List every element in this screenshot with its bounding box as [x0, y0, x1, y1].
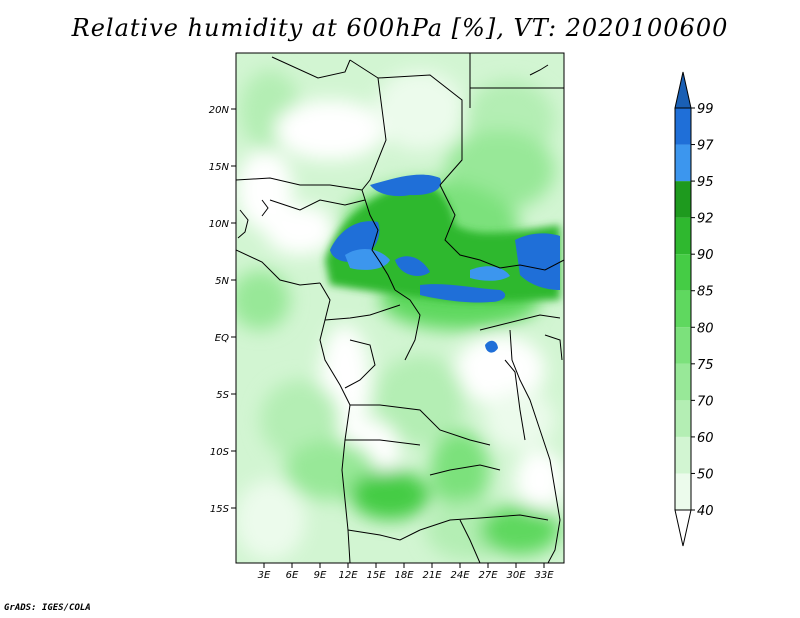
lon-label: 12E — [338, 570, 358, 581]
coastline — [509, 329, 561, 563]
coastline — [236, 249, 321, 286]
boundary-line — [344, 339, 376, 389]
field-blue-cores — [330, 174, 560, 353]
colorbar-frame — [674, 107, 692, 511]
software-credit: GrADS: IGES/COLA — [4, 603, 91, 613]
lat-label: 15N — [209, 162, 230, 173]
boundary-line — [504, 359, 526, 441]
boundary-line — [529, 64, 549, 76]
colorbar-segment — [675, 290, 691, 328]
boundary-line — [324, 304, 401, 321]
lake-outline — [544, 334, 563, 361]
boundary-line — [269, 199, 366, 211]
colorbar-segment — [675, 144, 691, 182]
lon-label: 30E — [506, 570, 526, 581]
boundary-line — [236, 177, 363, 191]
colorbar-segment — [675, 400, 691, 437]
boundary-line — [394, 289, 421, 361]
colorbar-segment — [675, 254, 691, 291]
colorbar-segment — [675, 327, 691, 364]
coastline — [319, 282, 351, 406]
lat-label: 5S — [216, 390, 229, 401]
boundary-line — [419, 514, 549, 531]
lon-label: 18E — [394, 570, 414, 581]
colorbar-label: 99 — [697, 102, 714, 117]
colorbar-segment — [675, 436, 691, 474]
colorbar-segment — [675, 363, 691, 401]
boundary-line — [261, 199, 269, 217]
coastline — [341, 404, 351, 563]
boundary-line — [350, 404, 491, 446]
colorbar-segment — [675, 217, 691, 255]
colorbar-label: 70 — [697, 394, 714, 409]
map-title: Relative humidity at 600hPa [%], VT: 202… — [71, 14, 729, 42]
boundary-line — [349, 59, 387, 191]
colorbar-label: 90 — [697, 248, 714, 263]
field-soft-patches — [236, 70, 564, 560]
boundary-line — [479, 314, 561, 331]
lat-label: 10S — [210, 447, 230, 458]
lon-label: 6E — [286, 570, 299, 581]
boundary-line — [237, 209, 249, 239]
map-frame — [235, 52, 565, 564]
colorbar-label: 92 — [697, 212, 714, 227]
longitude-labels: 3E 6E 9E 12E 15E 18E 21E 24E 27E 30E 33E — [258, 570, 555, 581]
lon-label: 21E — [422, 570, 442, 581]
colorbar-segment — [675, 108, 691, 145]
lon-label: 24E — [450, 570, 470, 581]
lat-label: 20N — [209, 105, 230, 116]
boundary-line — [429, 464, 501, 476]
colorbar-label: 85 — [697, 285, 714, 300]
boundary-line — [345, 439, 421, 446]
boundary-line — [439, 184, 564, 271]
lon-label: 15E — [366, 570, 386, 581]
latitude-ticks — [231, 108, 236, 509]
lon-label: 9E — [314, 570, 327, 581]
colorbar-lower-triangle — [674, 509, 692, 547]
lat-label: 15S — [210, 504, 230, 515]
colorbar-label: 95 — [697, 175, 714, 190]
colorbar-label: 75 — [697, 358, 714, 373]
colorbar-label: 40 — [697, 504, 714, 519]
boundary-line — [347, 529, 421, 541]
boundary-line — [377, 74, 463, 186]
latitude-labels: 20N 15N 10N 5N EQ 5S 10S 15S — [209, 105, 230, 515]
colorbar-upper-triangle — [674, 71, 692, 109]
boundary-line — [361, 189, 396, 291]
lon-label: 33E — [534, 570, 554, 581]
country-boundaries — [236, 53, 564, 563]
lat-label: 10N — [209, 219, 230, 230]
longitude-ticks — [263, 563, 545, 568]
colorbar: 40 50 60 70 75 80 85 90 92 95 97 99 — [674, 71, 714, 547]
lat-label: 5N — [215, 276, 229, 287]
colorbar-segment — [675, 473, 691, 510]
lon-label: 27E — [478, 570, 498, 581]
colorbar-segment — [675, 181, 691, 218]
boundary-line — [459, 519, 481, 563]
colorbar-label: 60 — [697, 431, 714, 446]
lon-label: 3E — [258, 570, 271, 581]
boundary-line — [271, 56, 351, 79]
colorbar-label: 80 — [697, 321, 714, 336]
lat-label: EQ — [215, 333, 229, 344]
humidity-field — [236, 53, 564, 563]
colorbar-label: 50 — [697, 467, 714, 482]
colorbar-label: 97 — [697, 139, 714, 154]
